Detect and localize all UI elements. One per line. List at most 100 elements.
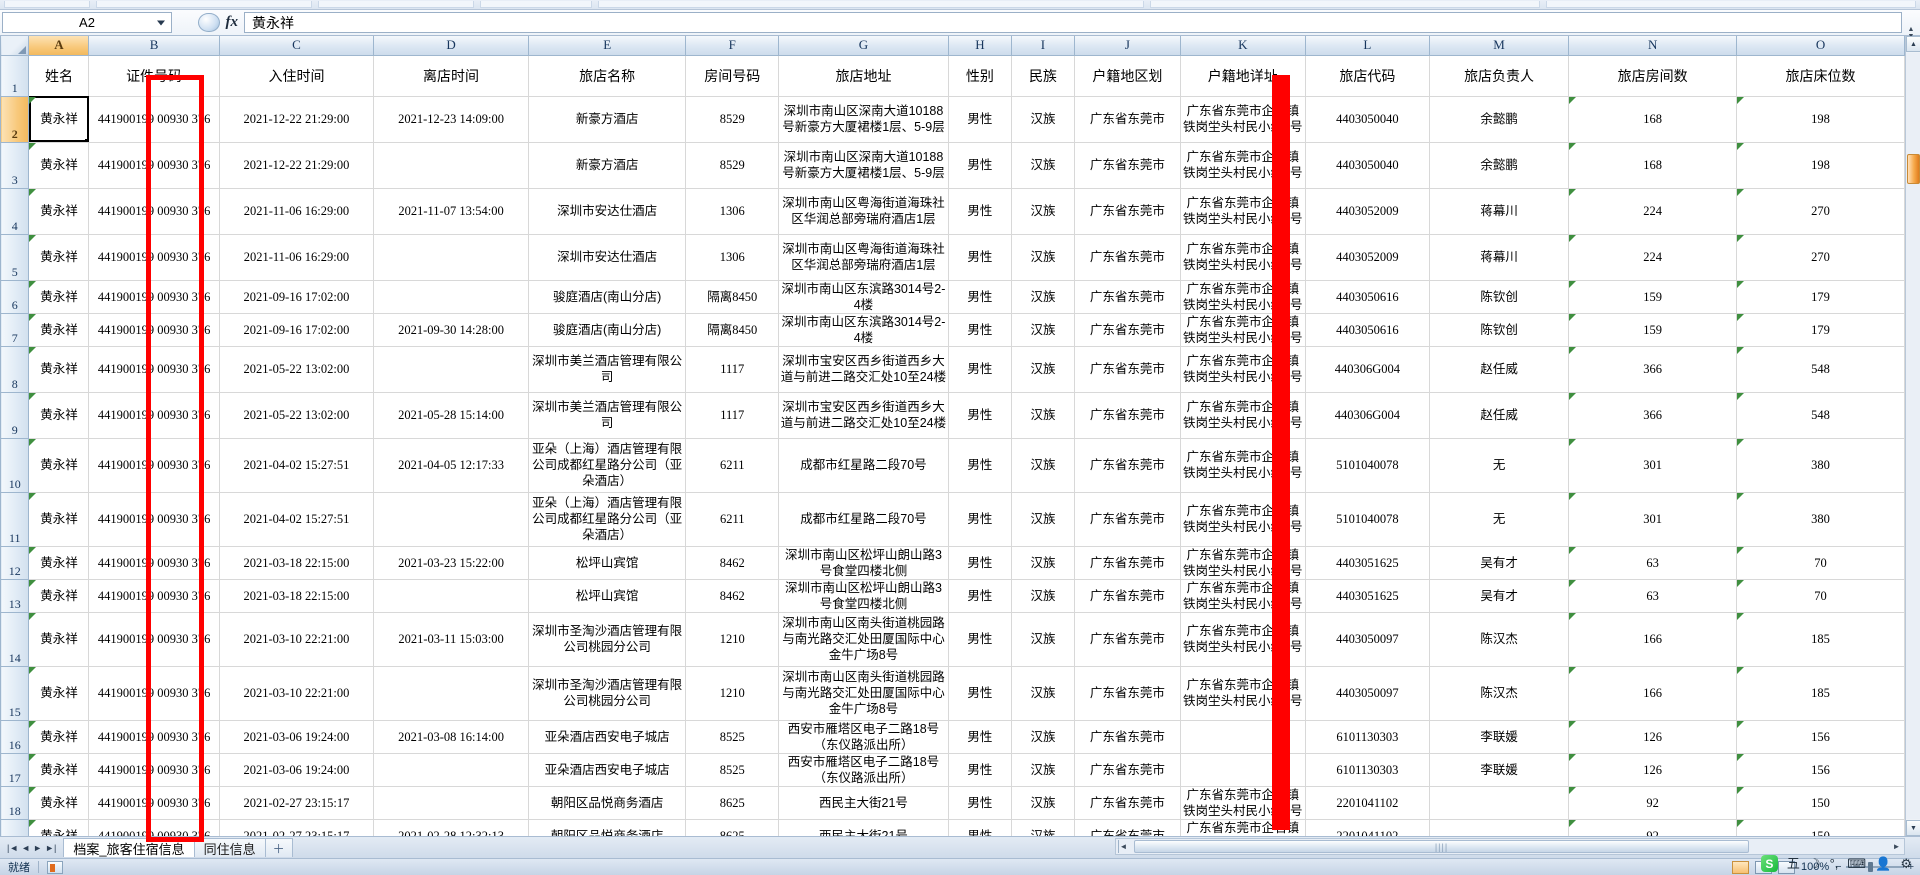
cell-hotel-name[interactable]: 朝阳区品悦商务酒店 [527, 785, 687, 820]
cell-checkout-time[interactable]: 2021-12-23 14:09:00 [373, 95, 529, 143]
cell-checkout-time[interactable] [373, 578, 529, 613]
table-row[interactable]: 10 黄永祥 441900199 00930 376 2021-04-02 15:27… [0, 437, 1905, 493]
row-header-8[interactable]: 8 [0, 345, 30, 393]
cell-id-number[interactable]: 441900199 00930 376 [88, 611, 220, 667]
cell-hukou-region[interactable]: 广东省东莞市 [1073, 545, 1181, 580]
cell-hotel-bed-count[interactable]: 380 [1736, 491, 1905, 547]
cell-room-number[interactable]: 8525 [685, 752, 780, 787]
cell-hotel-manager[interactable]: 陈汉杰 [1428, 611, 1570, 667]
cell-ethnicity[interactable]: 汉族 [1010, 545, 1075, 580]
cell-name[interactable]: 黄永祥 [28, 665, 90, 721]
zoom-slider-track[interactable] [1845, 862, 1904, 872]
cell-hotel-code[interactable]: 5101040078 [1304, 437, 1430, 493]
cell-hotel-room-count[interactable]: 126 [1568, 719, 1738, 754]
cell-room-number[interactable]: 8525 [685, 719, 780, 754]
cell-room-number[interactable]: 8529 [685, 95, 780, 143]
cell-hotel-name[interactable]: 深圳市安达仕酒店 [527, 233, 687, 281]
cell-hotel-name[interactable]: 新豪方酒店 [527, 95, 687, 143]
cell-name[interactable]: 黄永祥 [28, 785, 90, 820]
cell-hukou-region[interactable]: 广东省东莞市 [1073, 818, 1181, 836]
cell-checkin-time[interactable]: 2021-02-27 23:15:17 [218, 785, 375, 820]
cell-name[interactable]: 黄永祥 [28, 818, 90, 836]
cell-name[interactable]: 黄永祥 [28, 141, 90, 189]
cell-hotel-room-count[interactable]: 63 [1568, 545, 1738, 580]
cell-hukou-address[interactable]: 广东省东莞市企石镇铁岗坣头村民小组0号 [1179, 391, 1306, 439]
cell-room-number[interactable]: 8462 [685, 545, 780, 580]
cell-hotel-address[interactable]: 深圳市南山区松坪山朗山路3号食堂四楼北侧 [778, 578, 949, 613]
moon-icon[interactable]: ☽ [1808, 856, 1821, 871]
cell-hukou-address[interactable] [1179, 752, 1306, 787]
zoom-slider[interactable]: − + [1835, 861, 1914, 873]
column-header-J[interactable]: J [1073, 36, 1181, 56]
cell-hukou-region[interactable]: 广东省东莞市 [1073, 95, 1181, 143]
chevron-down-icon[interactable] [157, 20, 165, 25]
cell-name[interactable]: 黄永祥 [28, 95, 90, 143]
cell-hotel-manager[interactable]: 无 [1428, 491, 1570, 547]
cell-hotel-code[interactable]: 4403050616 [1304, 312, 1430, 347]
column-header-L[interactable]: L [1304, 36, 1430, 56]
cell-gender[interactable]: 男性 [947, 752, 1012, 787]
table-row[interactable]: 12 黄永祥 441900199 00930 376 2021-03-18 22:15… [0, 545, 1905, 580]
cell-checkin-time[interactable]: 2021-02-27 23:15:17 [218, 818, 375, 836]
cell-hotel-code[interactable]: 4403050616 [1304, 279, 1430, 314]
cell-hukou-region[interactable]: 广东省东莞市 [1073, 665, 1181, 721]
column-header-G[interactable]: G [778, 36, 949, 56]
scroll-up-arrow-icon[interactable]: ▲ [1906, 36, 1920, 52]
cell-hotel-address[interactable]: 深圳市南山区粤海街道海珠社区华润总部旁瑞府酒店1层 [778, 233, 949, 281]
horizontal-scrollbar[interactable]: ◄ |||| ► [1115, 838, 1905, 855]
cell-hotel-manager[interactable]: 陈钦创 [1428, 312, 1570, 347]
column-header-M[interactable]: M [1428, 36, 1570, 56]
cell-room-number[interactable]: 隔离8450 [685, 312, 780, 347]
cell-hotel-manager[interactable]: 蒋幕川 [1428, 187, 1570, 235]
next-sheet-button[interactable]: ► [33, 842, 43, 853]
cell-hotel-address[interactable]: 深圳市宝安区西乡街道西乡大道与前进二路交汇处10至24楼 [778, 345, 949, 393]
cell-ethnicity[interactable]: 汉族 [1010, 391, 1075, 439]
cell-name[interactable]: 黄永祥 [28, 233, 90, 281]
table-row[interactable]: 4 黄永祥 441900199 00930 376 2021-11-06 16:29:… [0, 187, 1905, 235]
cell-hotel-manager[interactable]: 蒋幕川 [1428, 233, 1570, 281]
cell-hukou-region[interactable]: 广东省东莞市 [1073, 187, 1181, 235]
cell-checkout-time[interactable]: 2021-04-05 12:17:33 [373, 437, 529, 493]
cell-gender[interactable]: 男性 [947, 391, 1012, 439]
cell-hotel-code[interactable]: 4403050097 [1304, 665, 1430, 721]
cell-ethnicity[interactable]: 汉族 [1010, 611, 1075, 667]
cell-hotel-bed-count[interactable]: 70 [1736, 578, 1905, 613]
cell-checkout-time[interactable]: 2021-11-07 13:54:00 [373, 187, 529, 235]
cell-name[interactable]: 黄永祥 [28, 752, 90, 787]
cell-hotel-name[interactable]: 亚朵酒店西安电子城店 [527, 752, 687, 787]
cell-hukou-address[interactable]: 广东省东莞市企石镇铁岗坣头村民小组0号 [1179, 233, 1306, 281]
cell-hotel-room-count[interactable]: 224 [1568, 187, 1738, 235]
workbook-stats-icon[interactable] [47, 860, 63, 874]
cell-hotel-manager[interactable]: 李联媛 [1428, 719, 1570, 754]
cell-gender[interactable]: 男性 [947, 233, 1012, 281]
cell-checkin-time[interactable]: 2021-11-06 16:29:00 [218, 187, 375, 235]
cell-ethnicity[interactable]: 汉族 [1010, 345, 1075, 393]
cell-id-number[interactable]: 441900199 00930 376 [88, 818, 220, 836]
formula-input[interactable]: 黄永祥 [244, 12, 1902, 33]
table-row[interactable]: 8 黄永祥 441900199 00930 376 2021-05-22 13:02:… [0, 345, 1905, 393]
row-header-12[interactable]: 12 [0, 545, 30, 580]
cell-hotel-manager[interactable]: 陈汉杰 [1428, 665, 1570, 721]
row-header-1[interactable]: 1 [0, 54, 30, 97]
zoom-out-button[interactable]: − [1835, 861, 1842, 873]
cell-hukou-address[interactable]: 广东省东莞市企石镇铁岗坣头村民小组0号 [1179, 312, 1306, 347]
cell-checkin-time[interactable]: 2021-09-16 17:02:00 [218, 312, 375, 347]
cell-hotel-room-count[interactable]: 63 [1568, 578, 1738, 613]
cell-checkout-time[interactable] [373, 785, 529, 820]
table-row[interactable]: 13 黄永祥 441900199 00930 376 2021-03-18 22:15… [0, 578, 1905, 613]
cell-id-number[interactable]: 441900199 00930 376 [88, 785, 220, 820]
row-header-11[interactable]: 11 [0, 491, 30, 547]
first-sheet-button[interactable]: |◄ [7, 842, 19, 853]
row-header-19[interactable]: 19 [0, 818, 30, 836]
horizontal-scroll-thumb[interactable]: |||| [1134, 840, 1749, 853]
cell-id-number[interactable]: 441900199 00930 376 [88, 491, 220, 547]
row-header-14[interactable]: 14 [0, 611, 30, 667]
cell-hukou-address[interactable]: 广东省东莞市企石镇铁岗坣头村民小组0号 [1179, 785, 1306, 820]
cell-hotel-room-count[interactable]: 224 [1568, 233, 1738, 281]
row-header-3[interactable]: 3 [0, 141, 30, 189]
cell-hotel-name[interactable]: 松坪山宾馆 [527, 545, 687, 580]
cell-checkin-time[interactable]: 2021-05-22 13:02:00 [218, 391, 375, 439]
row-header-5[interactable]: 5 [0, 233, 30, 281]
cell-ethnicity[interactable]: 汉族 [1010, 279, 1075, 314]
scroll-right-arrow-icon[interactable]: ► [1892, 842, 1901, 851]
